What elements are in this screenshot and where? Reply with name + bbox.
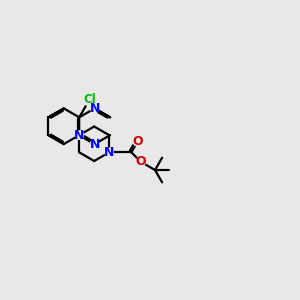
Text: N: N [89, 102, 100, 115]
Circle shape [91, 140, 99, 148]
Text: O: O [136, 155, 146, 168]
Text: N: N [104, 146, 114, 159]
Text: N: N [74, 129, 84, 142]
Circle shape [75, 131, 83, 139]
Circle shape [136, 158, 145, 166]
Circle shape [105, 148, 113, 157]
Text: N: N [89, 138, 100, 151]
Text: Cl: Cl [83, 93, 96, 106]
Text: O: O [132, 135, 143, 148]
Circle shape [133, 137, 142, 146]
Circle shape [91, 104, 99, 112]
Circle shape [83, 93, 96, 106]
